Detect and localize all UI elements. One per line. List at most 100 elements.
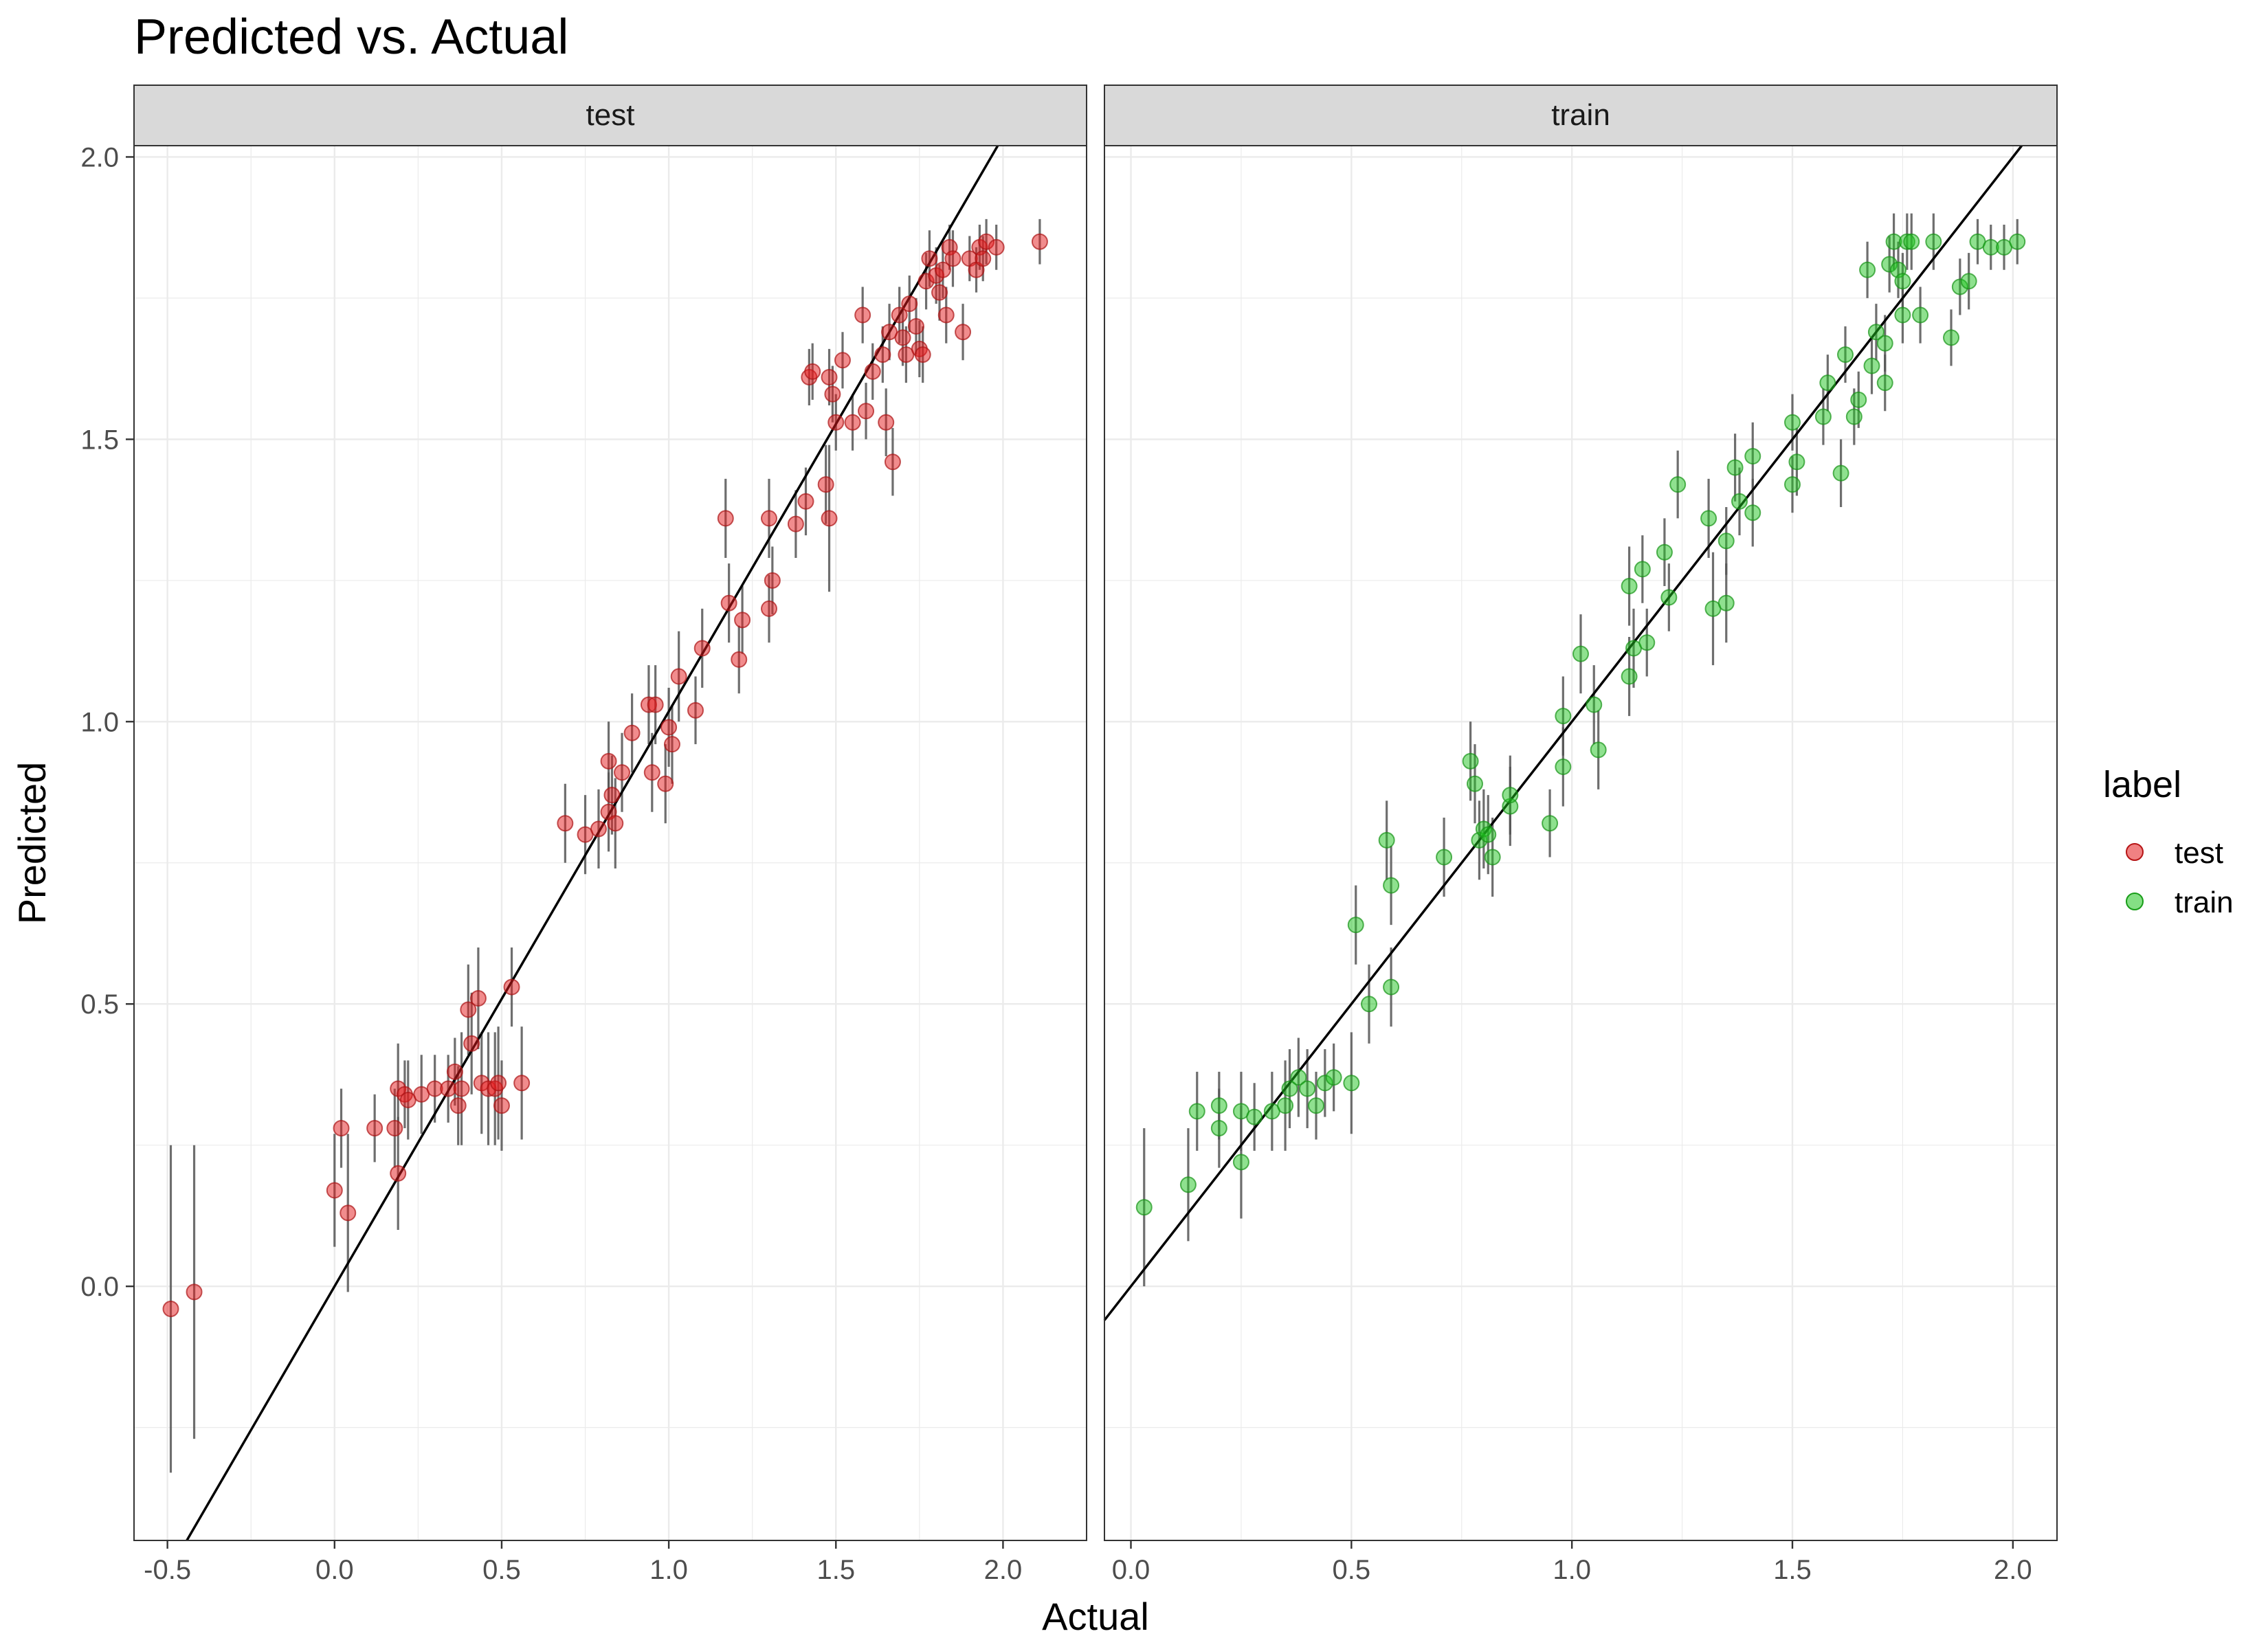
data-point xyxy=(1660,589,1678,606)
data-point xyxy=(469,990,487,1007)
y-tick-label: 0.0 xyxy=(80,1272,119,1302)
data-point xyxy=(1943,329,1959,346)
data-point xyxy=(1572,645,1589,662)
data-point xyxy=(1894,273,1911,290)
data-point xyxy=(1135,1199,1153,1216)
data-point xyxy=(858,403,875,420)
data-point xyxy=(764,572,781,589)
data-point xyxy=(557,815,574,832)
data-point xyxy=(1925,233,1942,250)
chart-title: Predicted vs. Actual xyxy=(134,10,568,65)
legend-item-test: test xyxy=(2126,836,2223,870)
data-point xyxy=(1700,510,1717,527)
grid-test xyxy=(134,146,1087,1540)
data-point xyxy=(884,453,901,471)
marks-test xyxy=(162,145,1048,1541)
data-point xyxy=(1383,978,1400,996)
data-point xyxy=(1784,414,1801,431)
data-point xyxy=(821,510,838,527)
data-point xyxy=(844,414,861,431)
data-point xyxy=(717,510,734,527)
data-point xyxy=(854,306,871,324)
x-ticks-train: 0.0 0.5 1.0 1.5 2.0 xyxy=(1112,1540,2032,1585)
data-point xyxy=(1277,1097,1294,1114)
data-point xyxy=(1621,578,1638,595)
data-point xyxy=(1669,476,1687,493)
data-point xyxy=(944,250,961,267)
x-tick-label: 2.0 xyxy=(984,1555,1023,1585)
data-point xyxy=(1859,261,1876,278)
data-point xyxy=(1031,233,1048,250)
data-point xyxy=(734,612,751,629)
legend-swatch-test xyxy=(2126,843,2144,861)
data-point xyxy=(693,640,711,657)
data-point xyxy=(647,696,664,713)
data-point xyxy=(590,820,607,838)
data-point xyxy=(340,1204,357,1222)
data-point xyxy=(824,385,841,403)
data-point xyxy=(1656,543,1673,561)
data-point xyxy=(2009,233,2026,250)
data-point xyxy=(1832,464,1849,482)
data-point xyxy=(1717,532,1735,550)
x-axis-title: Actual xyxy=(1042,1595,1149,1638)
data-point xyxy=(513,1075,531,1092)
legend-title: label xyxy=(2103,764,2181,805)
data-point xyxy=(761,510,777,527)
data-point xyxy=(1784,476,1801,493)
data-point xyxy=(623,724,641,741)
data-point xyxy=(1383,877,1400,894)
strip-label-train: train xyxy=(1551,98,1610,132)
data-point xyxy=(390,1165,407,1182)
data-point xyxy=(366,1120,383,1137)
data-point xyxy=(670,668,687,685)
plot-frame-test xyxy=(133,145,1087,1541)
data-point xyxy=(600,752,617,770)
data-point xyxy=(834,352,851,369)
data-point xyxy=(1299,1080,1316,1097)
data-point xyxy=(1308,1097,1324,1114)
data-point xyxy=(1210,1097,1227,1114)
data-point xyxy=(186,1283,203,1301)
data-point xyxy=(874,346,891,363)
data-point xyxy=(1744,448,1761,465)
data-point xyxy=(1347,917,1364,934)
panel-train: train 0.0 0.5 1.0 1.5 2.0 xyxy=(1103,85,2058,1585)
strip-train xyxy=(1104,85,2058,146)
data-point xyxy=(1467,775,1483,792)
data-point xyxy=(490,1075,507,1092)
y-axis-title: Predicted xyxy=(10,762,54,925)
data-point xyxy=(914,346,931,363)
identity-line xyxy=(186,145,999,1541)
data-point xyxy=(1290,1069,1307,1086)
data-point xyxy=(446,1063,463,1080)
data-point xyxy=(1845,408,1863,425)
data-point xyxy=(1586,696,1603,713)
data-point xyxy=(1281,1080,1298,1097)
data-point xyxy=(817,476,834,493)
data-point xyxy=(1638,634,1656,651)
legend-label-test: test xyxy=(2175,836,2223,870)
data-point xyxy=(878,414,895,431)
data-point xyxy=(1555,708,1572,725)
plot-bg-test xyxy=(134,146,1087,1540)
x-tick-label: 1.5 xyxy=(1773,1555,1812,1585)
marks-train xyxy=(1103,144,2026,1321)
data-point xyxy=(1542,815,1559,832)
data-point xyxy=(1819,374,1836,392)
legend: label test train xyxy=(2103,764,2234,919)
data-point xyxy=(901,295,918,313)
data-point xyxy=(864,363,881,380)
data-point xyxy=(1788,453,1805,471)
legend-label-train: train xyxy=(2175,886,2234,919)
data-point xyxy=(921,250,938,267)
data-point xyxy=(1343,1075,1360,1092)
y-tick-label: 2.0 xyxy=(80,142,119,172)
x-tick-label: 0.0 xyxy=(315,1555,354,1585)
data-point xyxy=(804,363,821,380)
data-point xyxy=(821,368,838,385)
plot-frame-train xyxy=(1104,145,2058,1541)
data-point xyxy=(891,306,908,324)
data-point xyxy=(1621,668,1638,685)
